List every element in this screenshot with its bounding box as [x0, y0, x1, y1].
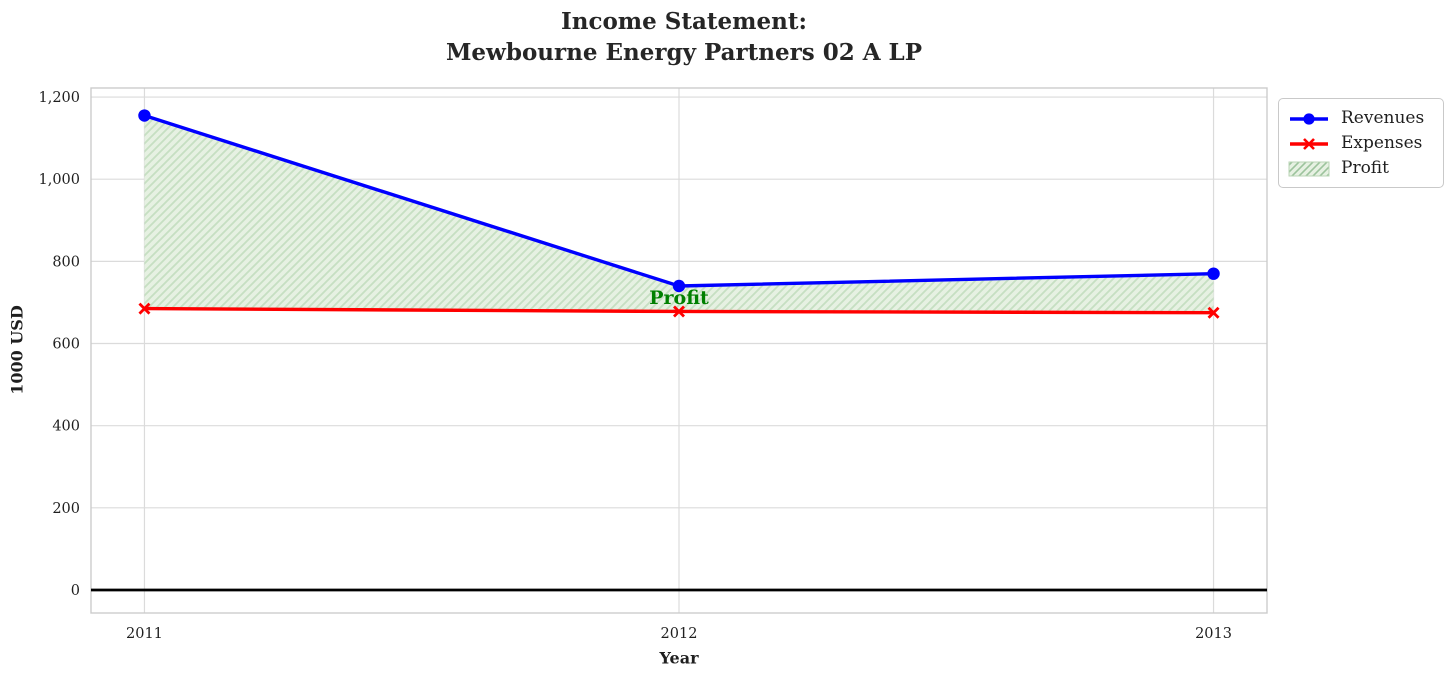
y-tick-label: 600: [52, 337, 80, 353]
legend-item-revenues: Revenues: [1287, 106, 1435, 131]
legend-label-revenues: Revenues: [1341, 108, 1425, 128]
revenues-marker: [1207, 267, 1220, 280]
expenses-marker: [1207, 306, 1220, 319]
expenses-line-icon: [1290, 137, 1328, 150]
expenses-marker: [673, 305, 685, 318]
legend: Revenues Expenses Profit: [1278, 98, 1444, 188]
y-axis-label: 1000 USD: [7, 305, 27, 395]
y-tick-label: 1,000: [38, 172, 80, 188]
profit-annotation: Profit: [649, 287, 709, 310]
legend-label-profit: Profit: [1341, 158, 1389, 178]
x-axis-label: Year: [659, 648, 699, 668]
x-tick-label: 2011: [126, 626, 163, 642]
y-tick-label: 0: [71, 583, 80, 599]
y-tick-label: 200: [52, 501, 80, 517]
revenues-marker: [138, 109, 151, 122]
profit-area: [144, 115, 1214, 313]
chart-title: Income Statement: Mewbourne Energy Partn…: [0, 6, 1368, 68]
chart-title-line1: Income Statement:: [560, 8, 807, 35]
plot-border: [90, 87, 1268, 614]
revenues-line-icon: [1290, 112, 1328, 125]
profit-swatch-icon: [1288, 161, 1330, 176]
x-tick-label: 2013: [1195, 626, 1232, 642]
legend-label-expenses: Expenses: [1341, 133, 1423, 153]
y-tick-label: 800: [52, 254, 80, 270]
expenses-marker: [138, 302, 151, 315]
revenues-marker: [672, 279, 686, 293]
legend-item-expenses: Expenses: [1287, 131, 1435, 156]
legend-item-profit: Profit: [1287, 156, 1435, 181]
chart-title-line2: Mewbourne Energy Partners 02 A LP: [445, 39, 923, 66]
y-tick-label: 400: [52, 419, 80, 435]
x-tick-label: 2012: [661, 626, 698, 642]
y-tick-label: 1,200: [38, 90, 80, 106]
